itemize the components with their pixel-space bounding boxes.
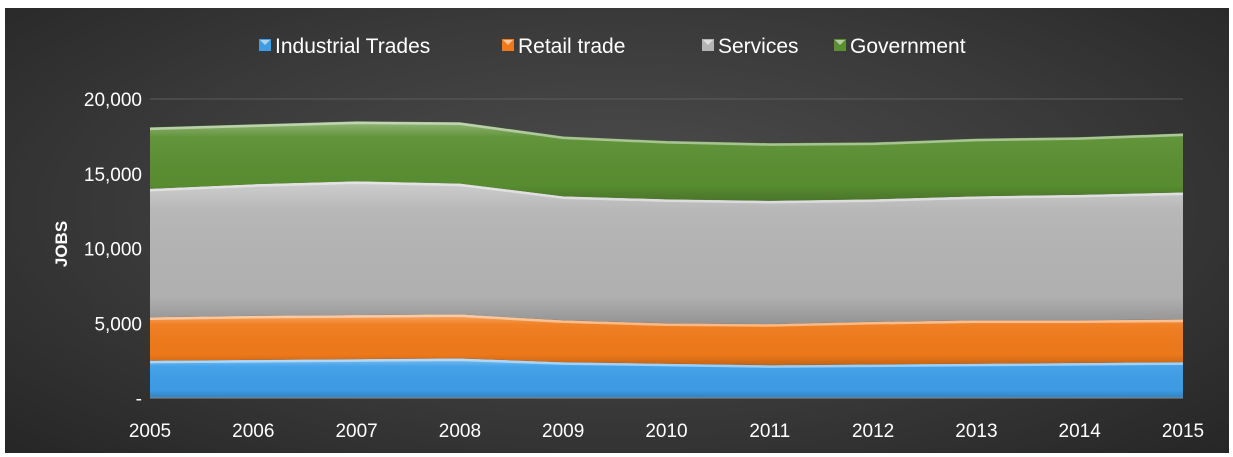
x-tick-label: 2011: [749, 421, 790, 442]
x-tick-label: 2006: [232, 421, 274, 442]
y-tick-label: 20,000: [84, 90, 142, 111]
x-tick-label: 2009: [542, 421, 584, 442]
legend-label-industrial-trades: Industrial Trades: [275, 35, 430, 58]
x-tick-label: 2012: [852, 421, 894, 442]
x-tick-label: 2013: [955, 421, 997, 442]
area-shading-government: [150, 121, 1183, 201]
area-shading-services: [150, 181, 1183, 324]
chart-area: -5,000 10,000 15,000 20,000 2005 2006 2007 200…: [5, 8, 1229, 453]
x-tick-label: 2015: [1162, 421, 1204, 442]
legend-swatch-highlight: [835, 40, 845, 45]
x-tick-label: 2014: [1059, 421, 1102, 442]
area-edge-government: [149, 121, 1184, 146]
x-tick-label: 2005: [129, 421, 171, 442]
y-axis: - 5,000 10,000 15,000 20,000: [84, 90, 142, 410]
legend-label-government: Government: [850, 35, 966, 58]
area-shading-industrial-trades: [150, 358, 1183, 398]
area-edge-industrial-trades: [149, 358, 1184, 368]
y-tick-label: -: [136, 389, 142, 410]
legend-swatch-highlight: [260, 40, 270, 45]
area-edge-retail-trade: [149, 314, 1184, 327]
y-tick-label: 5,000: [94, 314, 142, 335]
legend-swatch-highlight: [703, 40, 713, 45]
x-tick-label: 2007: [335, 421, 377, 442]
y-tick-label: 10,000: [84, 240, 142, 261]
area-shading-retail-trade: [150, 314, 1183, 366]
area-edge-services: [149, 181, 1184, 204]
legend-label-services: Services: [718, 35, 799, 58]
x-axis: 2005 2006 2007 2008 2009 2010 2011 2012 2013 2014…: [129, 397, 1204, 442]
legend-swatch-highlight: [503, 40, 513, 45]
stacked-areas: [149, 121, 1184, 398]
x-tick-label: 2010: [645, 421, 687, 442]
legend-label-retail-trade: Retail trade: [518, 35, 625, 58]
y-tick-label: 15,000: [84, 165, 142, 186]
y-axis-title: JOBS: [52, 221, 71, 267]
title-strip: [0, 0, 1233, 8]
x-tick-label: 2008: [439, 421, 481, 442]
legend: Industrial Trades Retail trade Services Gov…: [259, 35, 966, 58]
